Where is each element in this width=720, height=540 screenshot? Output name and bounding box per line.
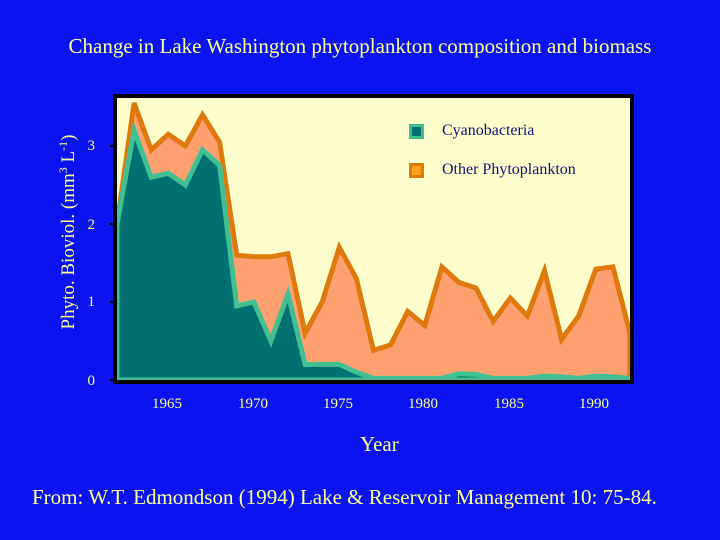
- legend-label: Cyanobacteria: [442, 122, 535, 139]
- cyanobacteria-area: [114, 120, 633, 383]
- legend-item-cyanobacteria: Cyanobacteria: [409, 122, 534, 140]
- x-axis-label: Year: [360, 432, 399, 456]
- x-tick-1965: 1965: [152, 396, 182, 412]
- y-tick-3: 3: [87, 138, 96, 154]
- legend-label: Other Phytoplankton: [442, 161, 576, 178]
- x-tick-1985: 1985: [494, 396, 524, 412]
- source-citation: From: W.T. Edmondson (1994) Lake & Reser…: [32, 485, 657, 509]
- y-tick-2: 2: [87, 217, 96, 233]
- legend-item-other-phytoplankton: Other Phytoplankton: [409, 161, 576, 179]
- y-tick-0: 0: [87, 373, 96, 389]
- x-tick-1980: 1980: [408, 396, 438, 412]
- x-tick-1970: 1970: [238, 396, 268, 412]
- chart-title: Change in Lake Washington phytoplankton …: [68, 34, 652, 58]
- legend-swatch-other-phytoplankton: [409, 162, 424, 178]
- y-tick-1: 1: [87, 294, 96, 310]
- x-tick-1990: 1990: [579, 396, 609, 412]
- x-tick-1975: 1975: [323, 396, 353, 412]
- legend-swatch-cyanobacteria: [409, 123, 424, 139]
